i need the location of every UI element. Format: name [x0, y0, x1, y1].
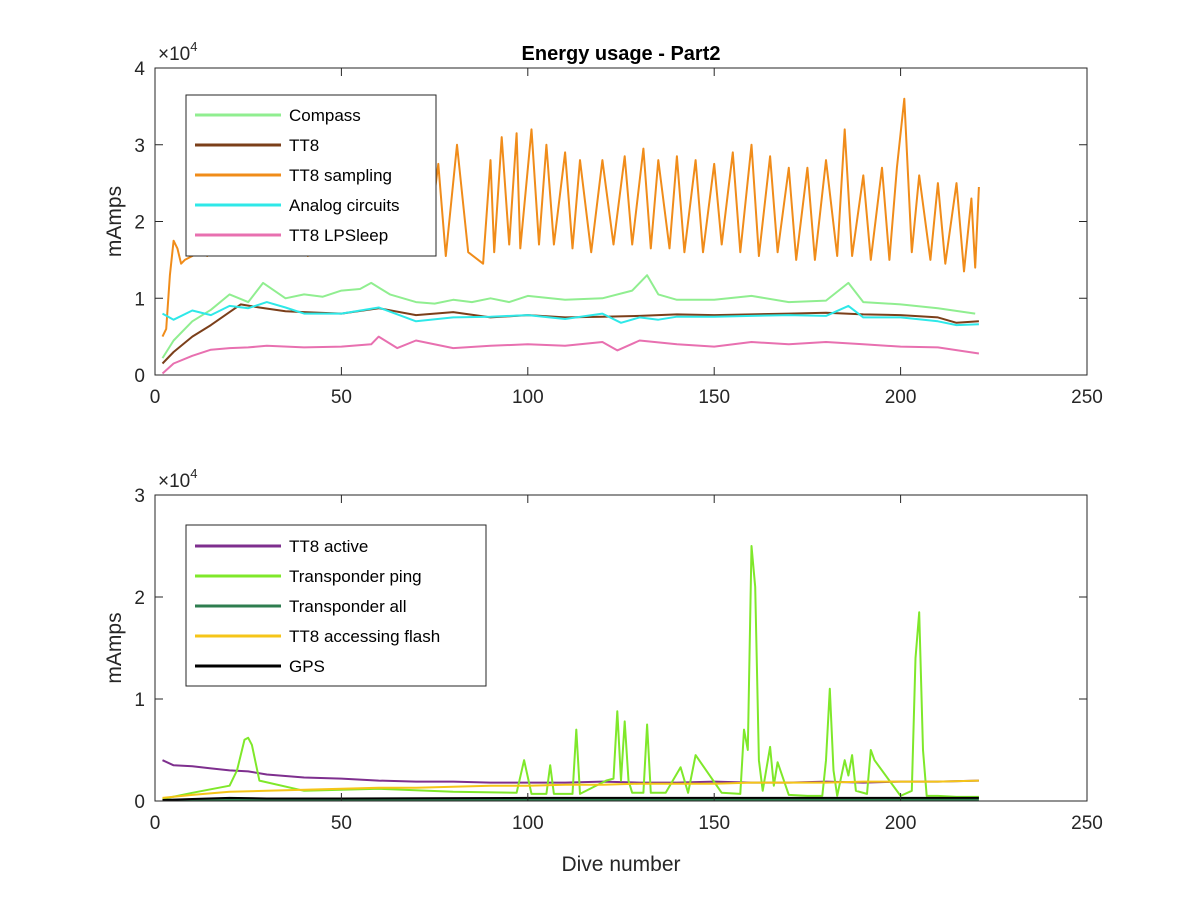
axes-box [154, 494, 1088, 802]
y-tick-label: 0 [134, 366, 145, 387]
legend-entry-tt8-sampling: TT8 sampling [289, 166, 392, 185]
exponent-base: ×10 [158, 44, 190, 65]
x-tick-label: 0 [150, 813, 161, 834]
x-tick-label: 200 [885, 387, 917, 408]
x-tick-label: 250 [1071, 387, 1103, 408]
x-tick-label: 150 [698, 387, 730, 408]
x-tick-label: 150 [698, 813, 730, 834]
legend-entry-analog-circuits: Analog circuits [289, 196, 400, 215]
y-tick-label: 1 [134, 690, 145, 711]
exponent-base: ×10 [158, 471, 190, 492]
legend-entry-compass: Compass [289, 106, 361, 125]
legend-entry-tt8-lpsleep: TT8 LPSleep [289, 226, 388, 245]
y-tick-label: 2 [134, 213, 145, 234]
x-tick-label: 50 [331, 813, 352, 834]
y-tick-label: 2 [134, 588, 145, 609]
y-tick-label: 3 [134, 486, 145, 507]
exponent-power: 4 [190, 466, 197, 481]
exponent-power: 4 [190, 39, 197, 54]
x-axis-label: Dive number [561, 853, 680, 876]
legend-entry-transponder-ping: Transponder ping [289, 567, 422, 586]
series-line-transponder-ping [162, 545, 979, 800]
x-tick-label: 200 [885, 813, 917, 834]
legend: TT8 active Transponder ping Transponder al… [185, 524, 487, 687]
y-tick-label: 1 [134, 289, 145, 310]
y-exponent-label: ×104 [158, 39, 197, 65]
legend-entry-tt8-accessing-flash: TT8 accessing flash [289, 627, 440, 646]
y-axis-label: mAmps [103, 186, 126, 257]
legend-entry-transponder-all: Transponder all [289, 597, 407, 616]
x-tick-label: 100 [512, 387, 544, 408]
x-tick-label: 250 [1071, 813, 1103, 834]
x-tick-label: 50 [331, 387, 352, 408]
series-line-tt8-accessing-flash [162, 779, 979, 799]
bottom-subplot: 0 50 100 150 200 250 0 1 2 3 ×104 mAmps Dive number T… [103, 466, 1103, 876]
legend-entry-tt8-active: TT8 active [289, 537, 368, 556]
chart-title: Energy usage - Part2 [522, 43, 721, 65]
y-tick-label: 0 [134, 792, 145, 813]
legend-entry-tt8: TT8 [289, 136, 319, 155]
legend-entry-gps: GPS [289, 657, 325, 676]
series-line-compass [161, 274, 976, 359]
series-line-analog-circuits [162, 301, 979, 327]
x-tick-label: 100 [512, 813, 544, 834]
y-exponent-label: ×104 [158, 466, 197, 492]
y-axis-label: mAmps [103, 612, 126, 683]
x-tick-label: 0 [150, 387, 161, 408]
series-line-tt8-lpsleep [161, 335, 980, 375]
y-tick-label: 4 [134, 59, 145, 80]
legend: Compass TT8 TT8 sampling Analog circuits TT8… [185, 94, 437, 257]
series-line-transponder-all [162, 798, 979, 801]
y-tick-label: 3 [134, 136, 145, 157]
